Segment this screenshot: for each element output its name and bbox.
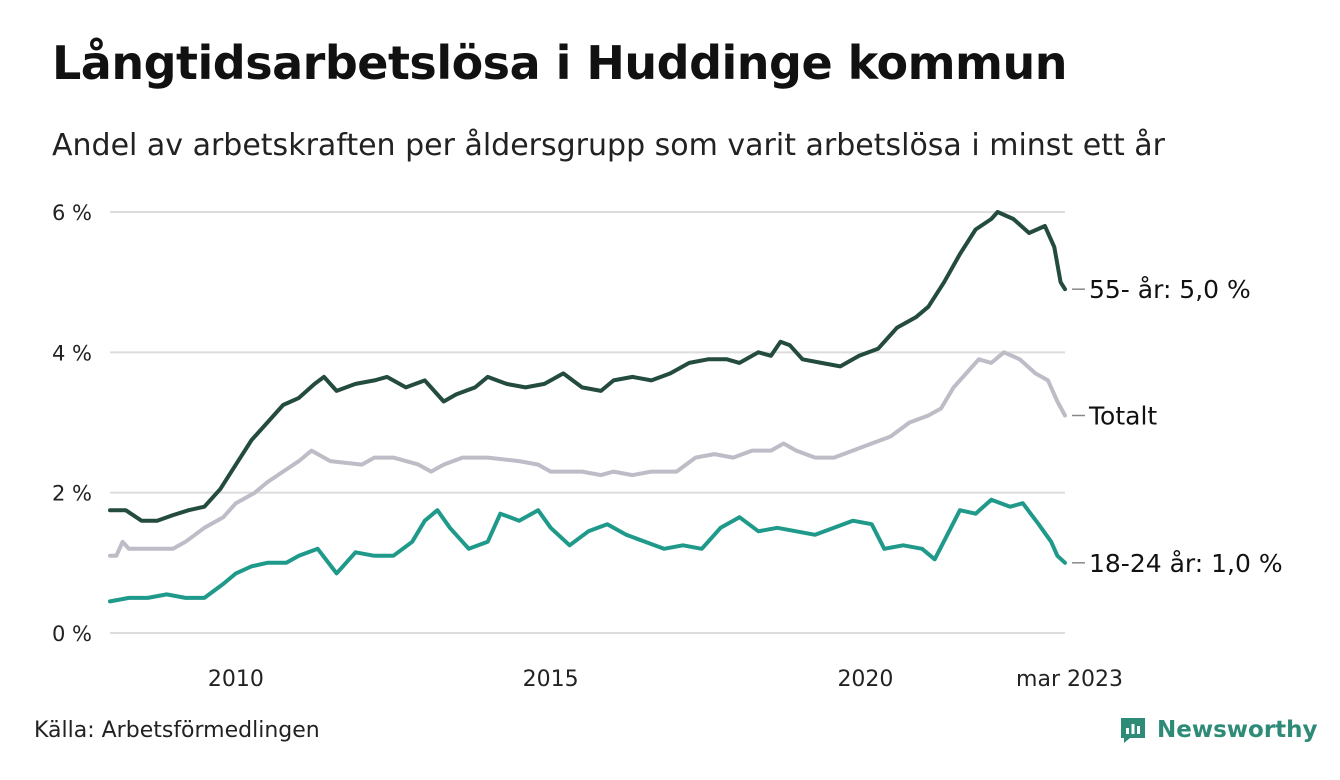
series-label: Totalt <box>1088 401 1157 430</box>
y-axis: 0 % 2 % 4 % 6 % <box>52 201 92 646</box>
x-tick-label: 2015 <box>523 667 579 692</box>
y-tick-label: 6 % <box>52 201 92 225</box>
series-line <box>108 497 1067 604</box>
newsworthy-logo-icon <box>1121 718 1145 743</box>
line-chart: 0 % 2 % 4 % 6 % 2010 2015 2020 mar 2023 55- år… <box>52 201 1283 692</box>
series-label: 55- år: 5,0 % <box>1089 275 1251 304</box>
y-tick-label: 2 % <box>52 482 92 506</box>
chart-subtitle: Andel av arbetskraften per åldersgrupp s… <box>52 128 1165 163</box>
series-lines <box>108 210 1067 604</box>
y-tick-label: 4 % <box>52 341 92 365</box>
series-line <box>108 210 1067 523</box>
x-tick-label: mar 2023 <box>1016 667 1123 692</box>
series-line <box>108 350 1067 558</box>
series-label: 18-24 år: 1,0 % <box>1089 549 1283 578</box>
y-tick-label: 0 % <box>52 622 92 646</box>
brand-logo: Newsworthy <box>1118 712 1318 748</box>
chart-title: Långtidsarbetslösa i Huddinge kommun <box>52 36 1067 90</box>
gridlines <box>110 211 1065 634</box>
series-labels: 55- år: 5,0 % Totalt 18-24 år: 1,0 % <box>1072 275 1283 578</box>
x-tick-label: 2020 <box>837 667 893 692</box>
x-axis: 2010 2015 2020 mar 2023 <box>208 667 1123 692</box>
brand-name: Newsworthy <box>1157 717 1318 743</box>
source-note: Källa: Arbetsförmedlingen <box>34 718 320 743</box>
x-tick-label: 2010 <box>208 667 264 692</box>
